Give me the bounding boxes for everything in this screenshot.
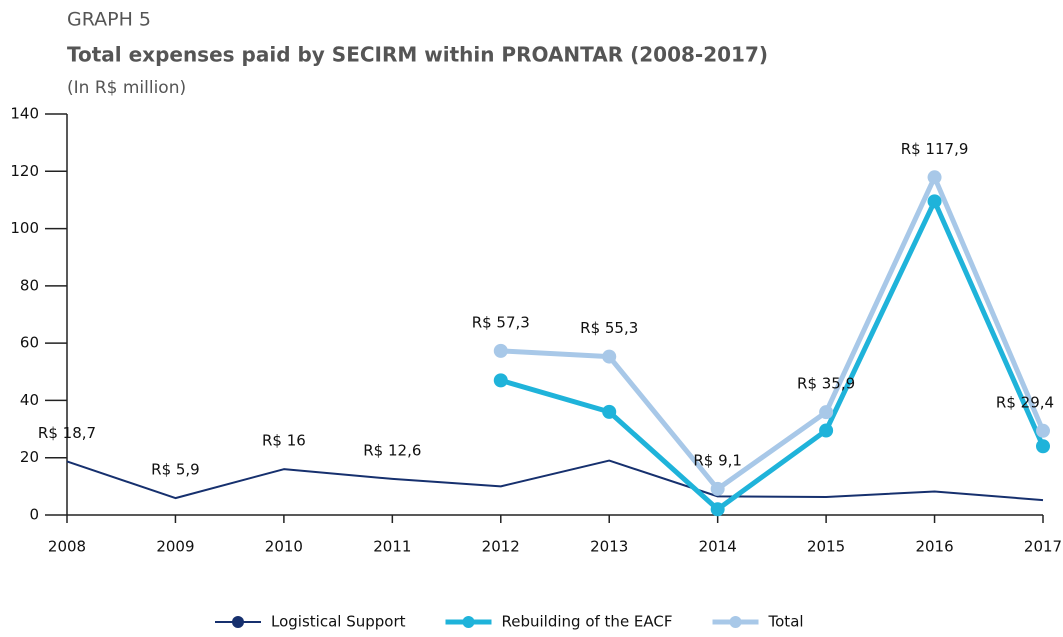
data-label: R$ 29,4 [996,393,1054,411]
point [710,502,725,517]
y-tick-label: 100 [10,219,39,237]
point [1036,423,1050,438]
y-tick-label: 0 [29,506,39,524]
legend-label: Rebuilding of the EACF [502,613,673,631]
series-line [500,198,1046,512]
legend-marker [729,616,742,628]
y-tick-label: 80 [20,276,39,294]
x-tick-label: 2008 [48,538,86,556]
point [493,373,508,388]
data-label: R$ 9,1 [693,451,742,469]
point [710,481,725,496]
data-label: R$ 55,3 [580,319,638,337]
point [1036,439,1050,454]
y-tick-label: 60 [20,334,39,352]
series-line [500,174,1046,492]
x-tick-label: 2016 [915,538,953,556]
series-line [66,459,1044,502]
x-tick-label: 2012 [482,538,520,556]
data-label: R$ 117,9 [901,140,969,158]
point [927,194,942,209]
legend-marker [232,616,244,628]
x-tick-label: 2017 [1024,538,1062,556]
data-label: R$ 35,9 [797,375,855,393]
legend-label: Logistical Support [271,613,406,631]
data-label: R$ 5,9 [151,461,200,479]
y-tick-label: 140 [10,105,39,123]
chart-subtitle: (In R$ million) [67,78,186,98]
x-tick-label: 2015 [807,538,845,556]
x-tick-label: 2013 [590,538,628,556]
chart-title: Total expenses paid by SECIRM within PRO… [67,43,768,67]
legend-marker [462,616,475,628]
data-label: R$ 12,6 [363,441,421,459]
data-label: R$ 16 [262,432,306,450]
point [927,170,942,185]
y-tick-label: 40 [20,391,39,409]
point [493,343,508,358]
x-tick-label: 2010 [265,538,303,556]
data-label: R$ 18,7 [38,424,96,442]
y-tick-label: 20 [20,448,39,466]
point [602,404,617,419]
x-tick-label: 2009 [156,538,194,556]
x-tick-label: 2011 [373,538,411,556]
data-label: R$ 57,3 [472,313,530,331]
chart-kicker: GRAPH 5 [67,9,151,31]
point [819,405,834,420]
y-tick-label: 120 [10,162,39,180]
x-tick-label: 2014 [699,538,737,556]
legend-label: Total [768,613,804,631]
point [819,423,834,438]
point [602,349,617,364]
